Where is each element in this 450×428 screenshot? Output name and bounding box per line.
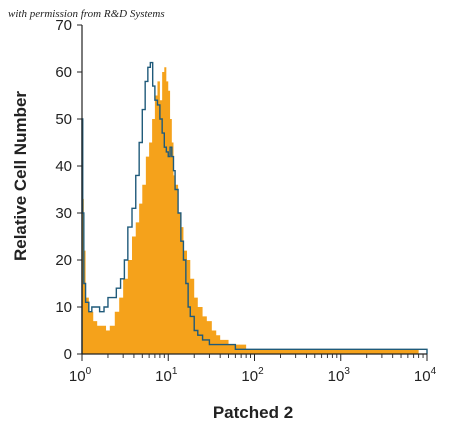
y-axis-title: Relative Cell Number xyxy=(11,91,30,261)
series-layer xyxy=(81,61,428,355)
y-tick-label: 70 xyxy=(55,17,72,34)
y-tick-label: 30 xyxy=(55,205,72,222)
y-tick-label: 0 xyxy=(64,346,72,363)
x-tick-label: 102 xyxy=(241,366,264,385)
y-tick-label: 60 xyxy=(55,64,72,81)
x-tick-label: 101 xyxy=(155,366,178,385)
x-axis-title: Patched 2 xyxy=(213,403,293,422)
x-tick-label: 100 xyxy=(69,366,92,385)
y-tick-label: 40 xyxy=(55,158,72,175)
y-tick-label: 10 xyxy=(55,299,72,316)
y-tick-label: 20 xyxy=(55,252,72,269)
series-0-filled-histogram xyxy=(82,67,427,355)
x-tick-label: 103 xyxy=(328,366,351,385)
ticks-layer: 0 10 20 30 40 50 60 70 100 101 102 103 104 xyxy=(55,17,436,385)
y-tick-label: 50 xyxy=(55,111,72,128)
series-1-outline-histogram xyxy=(81,61,428,354)
x-tick-label: 104 xyxy=(414,366,437,385)
permission-watermark: with permission from R&D Systems xyxy=(8,8,165,20)
